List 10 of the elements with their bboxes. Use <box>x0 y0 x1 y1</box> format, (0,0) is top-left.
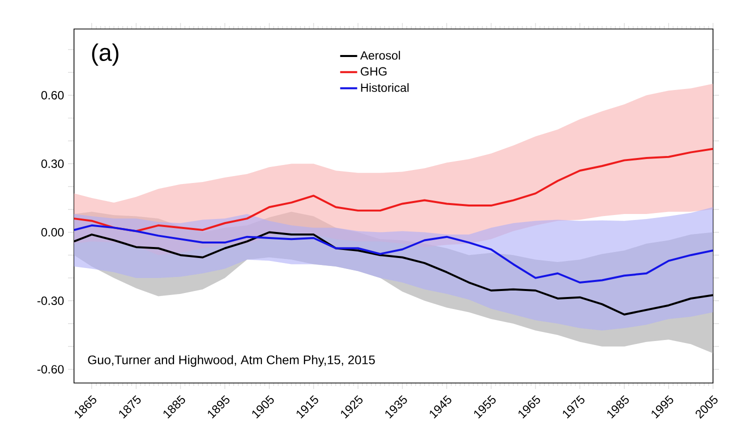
y-tick-label: 0.30 <box>41 160 64 168</box>
legend-label: GHG <box>360 67 387 76</box>
y-tick-label: -0.30 <box>37 296 64 305</box>
y-tick-label: 0.60 <box>41 90 64 100</box>
legend-label: Aerosol <box>360 50 400 60</box>
legend-label: Historical <box>361 83 409 92</box>
y-tick-label: -0.60 <box>37 365 64 374</box>
y-tick-label: 0.00 <box>41 228 64 236</box>
annotation: (a) <box>92 43 118 66</box>
annotation: Guo,Turner and Highwood, Atm Chem Phy,15, 2015 <box>88 355 375 367</box>
